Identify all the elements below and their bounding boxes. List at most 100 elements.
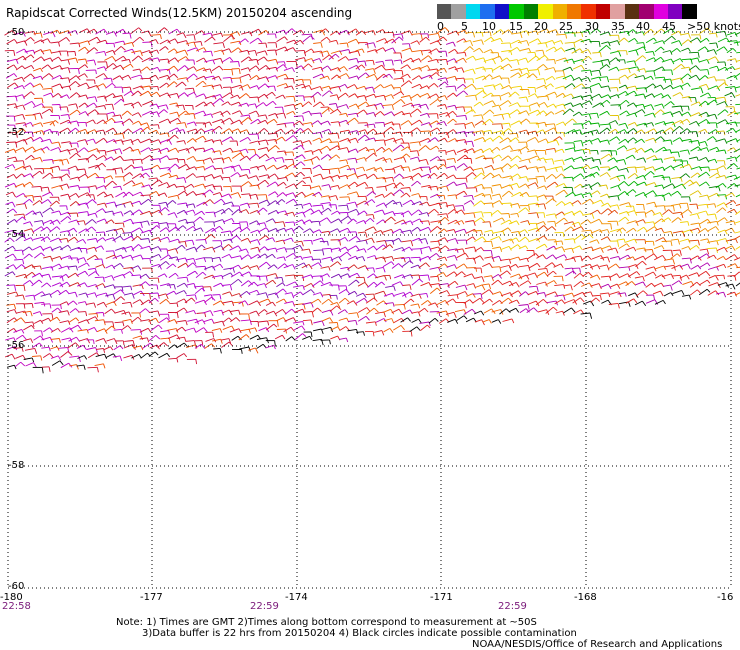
wind-barb (609, 50, 619, 54)
wind-barb (69, 75, 77, 81)
wind-barb (31, 265, 41, 268)
wind-barb (662, 149, 671, 152)
wind-barb-feather (723, 247, 728, 253)
wind-barb (644, 83, 654, 90)
wind-barb (500, 57, 508, 63)
wind-barb (203, 265, 213, 270)
wind-barb-feather (146, 66, 151, 71)
wind-barb (60, 77, 69, 80)
wind-barb (727, 58, 736, 61)
wind-barb (32, 56, 42, 63)
wind-barb (222, 238, 231, 242)
wind-barb (429, 98, 438, 106)
wind-barb (545, 127, 555, 133)
wind-barb-feather (463, 106, 466, 112)
wind-barb (727, 110, 735, 117)
wind-barb (59, 237, 67, 241)
wind-barb (484, 36, 492, 43)
wind-barb-feather (409, 291, 414, 296)
wind-barb-feather (700, 87, 704, 94)
wind-barb (528, 177, 537, 180)
wind-barb (78, 94, 87, 98)
wind-barb-feather (734, 86, 737, 93)
wind-barb-feather (173, 65, 179, 71)
wind-barb-feather (559, 136, 563, 140)
wind-barb-feather (436, 120, 440, 125)
wind-barb (708, 185, 719, 189)
wind-barb (284, 211, 293, 216)
wind-barb (734, 86, 740, 89)
wind-barb (680, 82, 688, 88)
wind-barb (384, 111, 392, 116)
wind-barb (321, 230, 329, 233)
wind-barb (564, 247, 572, 251)
wind-barb-feather (642, 255, 647, 261)
wind-barb-feather (158, 139, 162, 145)
wind-barb (438, 81, 445, 87)
wind-barb-feather (238, 209, 243, 214)
wind-barb (96, 83, 104, 88)
wind-barb (374, 193, 383, 198)
wind-barb (735, 94, 740, 97)
wind-barb (671, 264, 681, 270)
wind-barb (637, 226, 645, 232)
wind-barb (428, 83, 435, 89)
wind-barb (96, 301, 104, 306)
wind-barb (229, 264, 239, 270)
wind-barb (59, 127, 68, 134)
wind-barb-feather (409, 95, 413, 101)
wind-barb-feather (616, 136, 621, 141)
wind-barb (276, 256, 284, 259)
wind-barb (356, 248, 365, 252)
wind-barb-feather (158, 264, 162, 270)
wind-barb-feather (32, 195, 35, 202)
wind-barb (33, 195, 41, 198)
wind-barb-feather (23, 285, 26, 291)
wind-barb-feather (570, 284, 573, 291)
wind-barb-feather (248, 114, 251, 120)
wind-barb (356, 239, 367, 243)
wind-barb (545, 198, 553, 205)
wind-barb-feather (245, 93, 250, 98)
wind-barb (445, 204, 454, 207)
wind-barb (302, 289, 312, 295)
wind-barb (430, 220, 440, 223)
wind-barb-feather (158, 179, 163, 184)
wind-barb-feather (345, 175, 349, 180)
wind-barb (276, 164, 286, 170)
wind-barb (383, 292, 393, 297)
wind-barb (419, 112, 428, 117)
wind-barb-feather (704, 129, 708, 134)
wind-barb-feather (508, 123, 511, 128)
wind-barb-feather (209, 121, 212, 126)
wind-barb (337, 56, 346, 62)
wind-barb (681, 257, 691, 260)
wind-barb-feather (40, 67, 43, 73)
wind-barb (493, 83, 501, 88)
wind-barb-feather (335, 154, 341, 159)
wind-barb (376, 240, 386, 243)
wind-barb-feather (327, 154, 332, 159)
wind-barb (222, 57, 231, 63)
wind-barb-feather (600, 247, 604, 253)
wind-barb-feather (299, 120, 304, 126)
wind-barb (436, 121, 445, 125)
wind-barb-feather (229, 230, 233, 237)
wind-barb (320, 120, 329, 125)
wind-barb (294, 240, 302, 243)
wind-barb-feather (416, 40, 420, 45)
wind-barb (690, 101, 700, 106)
wind-barb (256, 292, 267, 296)
wind-barb (511, 32, 521, 35)
wind-barb (725, 86, 735, 89)
wind-barb-feather (83, 220, 86, 226)
wind-barb-feather (489, 74, 493, 78)
wind-barb-feather (218, 76, 222, 81)
wind-barb (148, 129, 157, 135)
wind-barb-feather (84, 46, 89, 52)
wind-barb (320, 106, 329, 108)
wind-barb (662, 111, 671, 115)
wind-barb-feather (24, 203, 28, 210)
wind-barb (419, 92, 428, 98)
wind-barb-feather (489, 221, 492, 228)
